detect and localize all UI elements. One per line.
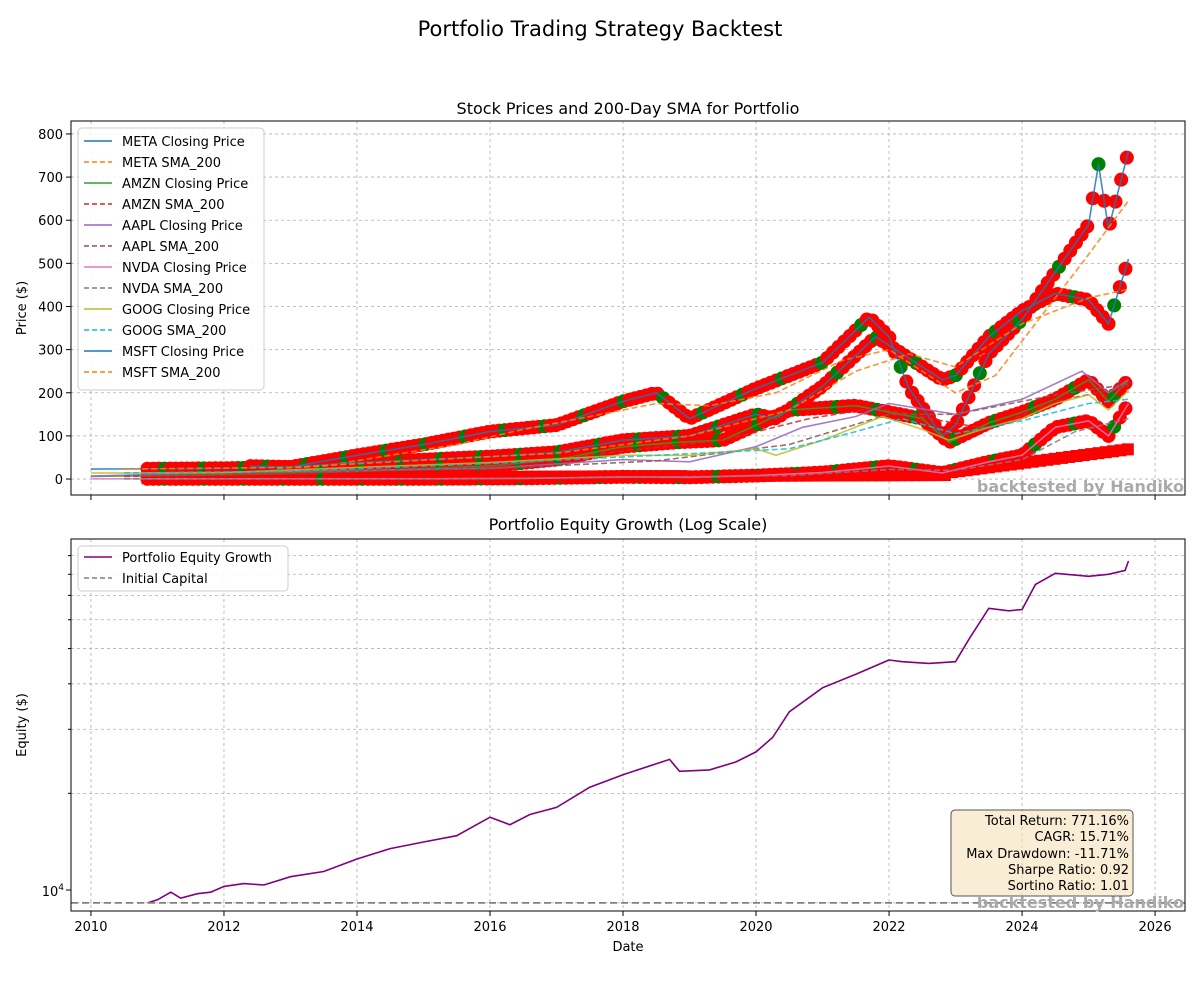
price-legend-label: AAPL SMA_200 [122,240,219,255]
sell-marker [675,470,688,483]
equity-x-axis-label: Date [612,940,643,955]
sell-marker [251,471,264,484]
equity-x-tick-label: 2018 [606,920,639,935]
price-series-line [124,398,1129,474]
sell-marker [1121,443,1134,456]
price-y-tick-label: 800 [38,128,63,143]
price-legend-label: GOOG SMA_200 [122,324,226,339]
price-legend-label: META Closing Price [122,135,245,150]
price-series-line [124,383,1129,477]
stats-box: Total Return: 771.16% CAGR: 15.71% Max D… [950,809,1134,897]
price-y-tick-label: 0 [55,473,63,488]
equity-legend: Portfolio Equity Growth Initial Capital [77,545,289,592]
stats-max-drawdown: Max Drawdown: -11.71% [966,847,1129,862]
equity-y-tick-base: 10 [42,885,59,900]
equity-legend-box [77,545,289,592]
price-legend: META Closing Price META SMA_200 AMZN Closi… [77,127,265,391]
equity-x-tick-label: 2020 [739,920,772,935]
price-legend-label: AMZN SMA_200 [122,198,225,213]
price-y-tick-label: 400 [38,300,63,315]
equity-legend-label: Portfolio Equity Growth [122,551,272,566]
equity-plot-frame [70,538,1186,912]
equity-series-line [147,560,1130,904]
price-legend-box [77,127,265,391]
equity-y-tick-exp: 4 [58,883,64,893]
stats-sortino: Sortino Ratio: 1.01 [1008,879,1129,894]
equity-panel-title: Portfolio Equity Growth (Log Scale) [489,515,768,534]
equity-series-lines [71,560,1185,904]
equity-watermark: backtested by Handiko [977,893,1184,912]
stats-total-return: Total Return: 771.16% [984,814,1129,829]
price-legend-label: META SMA_200 [122,156,221,171]
price-legend-label: MSFT Closing Price [122,345,244,360]
price-y-ticks: 0 100 200 300 400 500 600 700 800 [38,128,71,488]
price-series-line [90,370,1129,477]
stats-box-background [950,809,1134,897]
price-x-ticks [90,495,1156,500]
figure-title: Portfolio Trading Strategy Backtest [418,17,783,41]
stats-sharpe: Sharpe Ratio: 0.92 [1008,863,1129,878]
price-series-lines [90,151,1130,480]
price-legend-label: GOOG Closing Price [122,303,250,318]
price-y-tick-label: 300 [38,344,63,359]
price-y-axis-label: Price ($) [15,281,30,335]
sell-marker [295,471,308,484]
price-y-tick-label: 200 [38,387,63,402]
price-legend-label: NVDA Closing Price [122,261,247,276]
equity-y-ticks: 104 [42,555,71,900]
price-legend-label: MSFT SMA_200 [122,366,220,381]
price-legend-label: NVDA SMA_200 [122,282,223,297]
price-watermark: backtested by Handiko [977,477,1184,496]
price-series-line [277,200,1130,470]
equity-y-axis-label: Equity ($) [15,693,30,757]
stats-cagr: CAGR: 15.71% [1034,830,1129,845]
price-panel: Stock Prices and 200-Day SMA for Portfol… [15,99,1186,500]
equity-x-tick-label: 2022 [872,920,905,935]
price-series-line [124,417,1129,480]
price-series-line [90,258,1130,470]
price-legend-label: AAPL Closing Price [122,219,243,234]
price-legend-label: AMZN Closing Price [122,177,248,192]
equity-x-tick-label: 2026 [1139,920,1172,935]
equity-x-tick-label: 2016 [473,920,506,935]
equity-panel: Portfolio Equity Growth (Log Scale) 104 … [15,515,1186,955]
price-y-tick-label: 500 [38,257,63,272]
price-y-tick-label: 700 [38,171,63,186]
equity-legend-label: Initial Capital [122,572,208,587]
equity-gridlines [71,539,1185,911]
price-series-line [250,151,1130,468]
equity-x-tick-label: 2012 [207,920,240,935]
equity-x-ticks: 2010 2012 2014 2016 2018 2020 2022 2024 2026 [74,911,1172,935]
equity-y-tick-label: 104 [42,883,65,900]
equity-x-tick-label: 2010 [74,920,107,935]
equity-x-tick-label: 2014 [340,920,373,935]
price-y-tick-label: 100 [38,430,63,445]
equity-x-tick-label: 2024 [1006,920,1039,935]
price-plot-frame [70,120,1186,496]
price-y-tick-label: 600 [38,214,63,229]
price-series-line [90,390,1130,474]
price-panel-title: Stock Prices and 200-Day SMA for Portfol… [457,99,800,118]
